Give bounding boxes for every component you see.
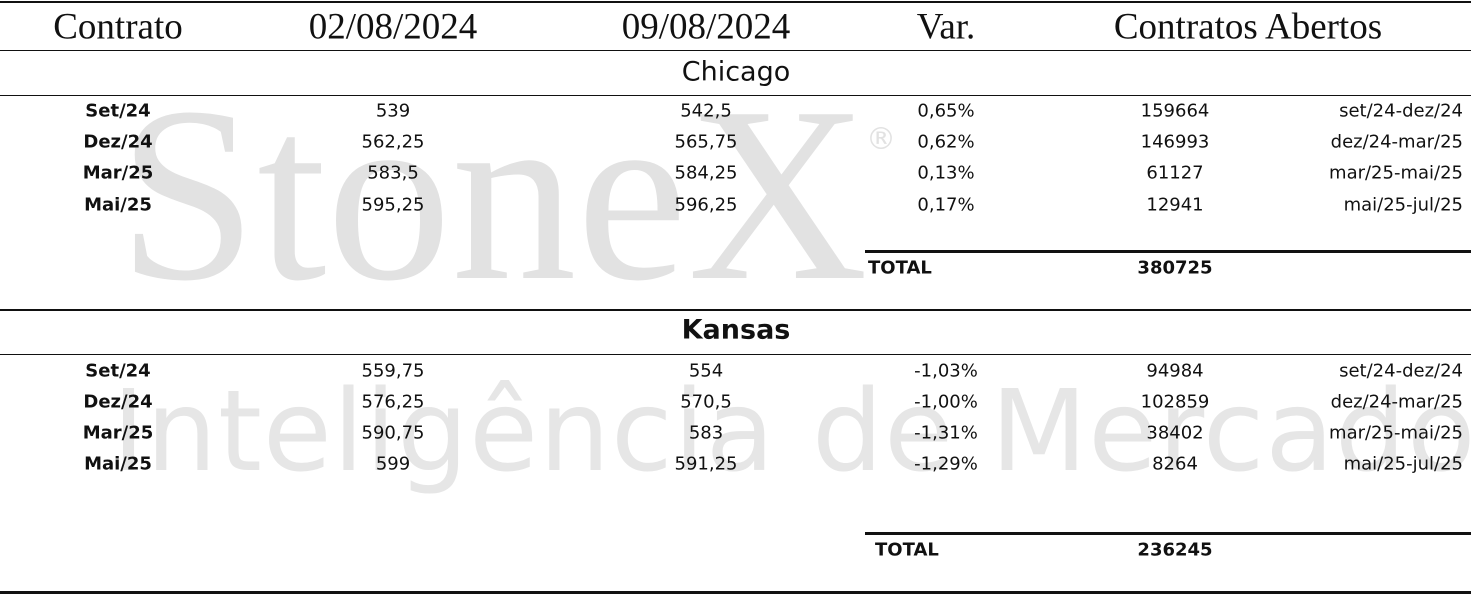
total-label: TOTAL xyxy=(875,539,939,561)
section-title: Kansas xyxy=(681,314,791,346)
header-cell: Contratos Abertos xyxy=(1113,6,1383,48)
data-cell: 0,65% xyxy=(917,100,975,122)
data-cell: mai/25-jul/25 xyxy=(1343,194,1463,216)
data-cell: mar/25-mai/25 xyxy=(1329,422,1463,444)
header-cell: Contrato xyxy=(53,6,183,48)
data-cell: 583 xyxy=(688,422,724,444)
contract-cell: Set/24 xyxy=(85,360,151,382)
data-cell: -1,31% xyxy=(914,422,978,444)
header-cell: 09/08/2024 xyxy=(621,6,791,48)
contract-cell: Mar/25 xyxy=(82,422,154,444)
rule xyxy=(0,1,1471,3)
header-cell: Var. xyxy=(916,6,976,48)
data-cell: set/24-dez/24 xyxy=(1339,100,1463,122)
total-label: TOTAL xyxy=(868,257,932,279)
contract-cell: Set/24 xyxy=(85,100,151,122)
data-cell: mai/25-jul/25 xyxy=(1343,453,1463,475)
data-cell: -1,00% xyxy=(914,391,978,413)
total-value: 236245 xyxy=(1137,539,1213,561)
data-cell: 591,25 xyxy=(674,453,738,475)
data-cell: 596,25 xyxy=(674,194,738,216)
data-cell: -1,29% xyxy=(914,453,978,475)
data-cell: 559,75 xyxy=(361,360,425,382)
rule xyxy=(0,309,1471,311)
data-cell: set/24-dez/24 xyxy=(1339,360,1463,382)
contract-cell: Dez/24 xyxy=(83,391,153,413)
data-cell: 102859 xyxy=(1140,391,1210,413)
rule xyxy=(0,50,1471,51)
total-rule xyxy=(865,532,1471,535)
total-rule xyxy=(865,250,1471,253)
header-cell: 02/08/2024 xyxy=(308,6,478,48)
data-cell: 61127 xyxy=(1146,162,1204,184)
data-cell: 565,75 xyxy=(674,131,738,153)
data-cell: 590,75 xyxy=(361,422,425,444)
contract-cell: Mai/25 xyxy=(84,453,152,475)
contract-cell: Mai/25 xyxy=(84,194,152,216)
data-cell: 0,17% xyxy=(917,194,975,216)
watermark-registered: ® xyxy=(866,122,896,157)
section-title: Chicago xyxy=(681,56,791,88)
data-cell: dez/24-mar/25 xyxy=(1330,391,1463,413)
data-cell: 576,25 xyxy=(361,391,425,413)
data-cell: 0,62% xyxy=(917,131,975,153)
data-cell: 554 xyxy=(688,360,724,382)
data-cell: 562,25 xyxy=(361,131,425,153)
data-cell: 146993 xyxy=(1140,131,1210,153)
data-cell: 595,25 xyxy=(361,194,425,216)
total-value: 380725 xyxy=(1137,257,1213,279)
data-cell: 583,5 xyxy=(367,162,419,184)
data-cell: 94984 xyxy=(1146,360,1204,382)
contract-cell: Dez/24 xyxy=(83,131,153,153)
watermark-brand: StoneX xyxy=(118,56,868,333)
data-cell: 0,13% xyxy=(917,162,975,184)
rule xyxy=(0,95,1471,96)
data-cell: 599 xyxy=(375,453,411,475)
data-cell: 539 xyxy=(375,100,411,122)
data-cell: mar/25-mai/25 xyxy=(1329,162,1463,184)
data-cell: 38402 xyxy=(1146,422,1204,444)
data-cell: 570,5 xyxy=(680,391,732,413)
data-cell: 542,5 xyxy=(680,100,732,122)
data-cell: 12941 xyxy=(1146,194,1204,216)
data-cell: -1,03% xyxy=(914,360,978,382)
data-cell: dez/24-mar/25 xyxy=(1330,131,1463,153)
rule xyxy=(0,591,1471,594)
contract-cell: Mar/25 xyxy=(82,162,154,184)
data-cell: 8264 xyxy=(1152,453,1198,475)
data-cell: 159664 xyxy=(1140,100,1210,122)
rule xyxy=(0,354,1471,355)
data-cell: 584,25 xyxy=(674,162,738,184)
watermark-tagline: Inteligência de Mercado xyxy=(112,367,1471,497)
